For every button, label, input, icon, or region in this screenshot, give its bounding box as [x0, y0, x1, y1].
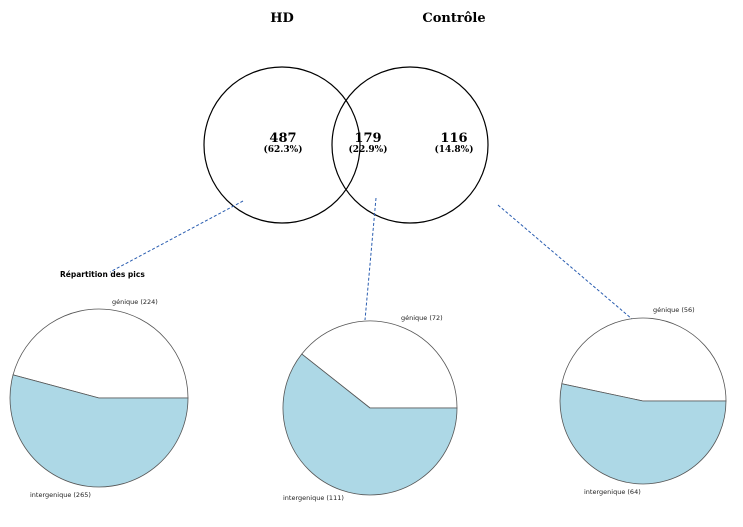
pie-hd-only-label-intergenique: intergenique (265) — [30, 491, 91, 499]
venn-circle-hd — [203, 66, 361, 224]
pie-hd-only-label-genique: génique (224) — [112, 298, 158, 306]
pie-hd-only-slice-intergenique — [9, 374, 189, 488]
pie-hd-only-slice-genique — [12, 308, 189, 399]
venn-circle-controle — [331, 66, 489, 224]
connector-hd-only — [109, 200, 244, 273]
set-title-controle: Contrôle — [422, 11, 485, 26]
pie-shared: génique (72) intergenique (111) — [282, 314, 458, 502]
region-controle-only-percent: (14.8%) — [435, 144, 474, 155]
pie-shared-label-intergenique: intergenique (111) — [283, 494, 344, 502]
region-hd-only-percent: (62.3%) — [264, 144, 303, 155]
pie-controle-only-slice-genique — [561, 317, 727, 402]
pie-shared-label-genique: génique (72) — [401, 314, 443, 322]
pie-controle-only-label-genique: génique (56) — [653, 306, 695, 314]
pie-controle-only-slice-intergenique — [559, 383, 727, 485]
pie-panel-title: Répartition des pics — [60, 270, 145, 279]
pie-controle-only: génique (56) intergenique (64) — [559, 306, 727, 496]
region-shared-count: 179 — [354, 131, 381, 146]
connector-shared — [364, 197, 377, 321]
region-controle-only-count: 116 — [440, 131, 467, 146]
pie-shared-slice-intergenique — [282, 353, 458, 496]
pie-hd-only: génique (224) intergenique (265) — [9, 298, 189, 499]
set-title-hd: HD — [270, 11, 294, 26]
pie-controle-only-label-intergenique: intergenique (64) — [584, 488, 641, 496]
region-shared-percent: (22.9%) — [349, 144, 388, 155]
region-hd-only-count: 487 — [269, 131, 296, 146]
connector-controle-only — [497, 204, 633, 320]
pie-shared-slice-genique — [301, 320, 458, 409]
